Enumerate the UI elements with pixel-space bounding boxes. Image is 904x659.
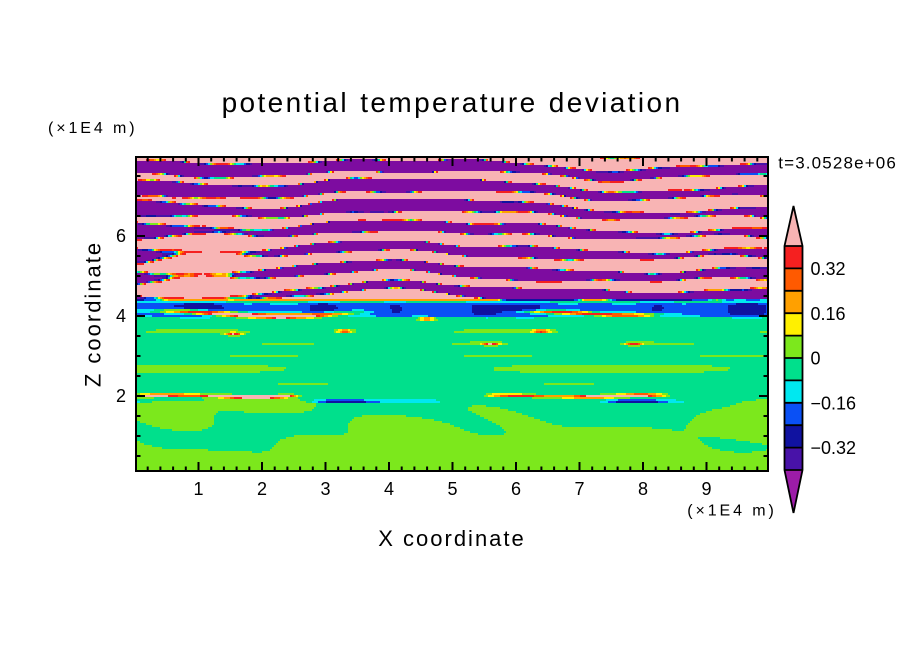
svg-text:potential temperature deviatio: potential temperature deviation: [222, 87, 683, 118]
svg-text:0: 0: [811, 349, 821, 369]
svg-text:1: 1: [193, 479, 203, 499]
svg-text:4: 4: [384, 479, 394, 499]
svg-text:3: 3: [320, 479, 330, 499]
svg-text:(×1E4 m): (×1E4 m): [687, 503, 776, 520]
svg-text:9: 9: [701, 479, 711, 499]
svg-text:X coordinate: X coordinate: [378, 526, 526, 551]
svg-text:4: 4: [116, 306, 126, 326]
svg-text:Z coordinate: Z coordinate: [81, 241, 106, 387]
svg-text:0.32: 0.32: [811, 259, 846, 279]
svg-text:8: 8: [638, 479, 648, 499]
svg-text:0.16: 0.16: [811, 304, 846, 324]
svg-text:(×1E4 m): (×1E4 m): [48, 120, 137, 137]
svg-text:−0.16: −0.16: [811, 393, 857, 413]
svg-text:7: 7: [574, 479, 584, 499]
svg-text:6: 6: [116, 226, 126, 246]
svg-text:t=3.0528e+06: t=3.0528e+06: [778, 154, 897, 173]
svg-text:2: 2: [257, 479, 267, 499]
svg-text:−0.32: −0.32: [811, 438, 857, 458]
svg-text:2: 2: [116, 386, 126, 406]
svg-text:5: 5: [447, 479, 457, 499]
svg-text:6: 6: [511, 479, 521, 499]
